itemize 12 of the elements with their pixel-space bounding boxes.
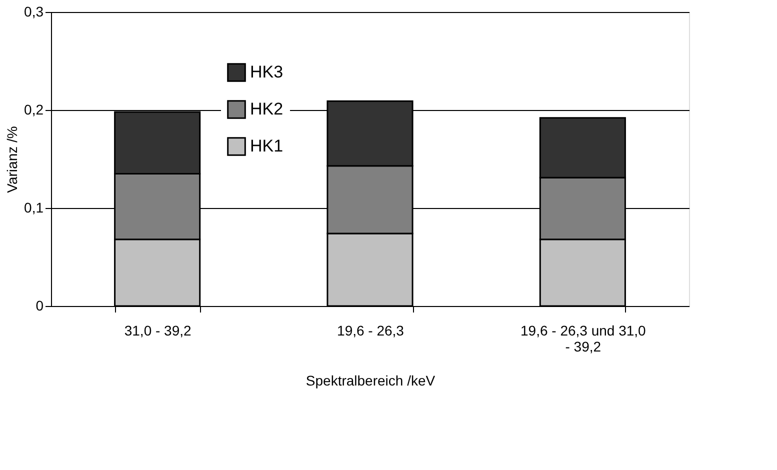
y-tick-label: 0 — [36, 298, 44, 314]
x-tick-label: 19,6 - 26,3 — [337, 322, 404, 338]
y-tick-label: 0,3 — [24, 4, 44, 20]
x-tick-label: 31,0 - 39,2 — [124, 322, 192, 338]
y-tick-label: 0,2 — [24, 102, 44, 118]
x-tick-label: 19,6 - 26,3 und 31,0 - 39,2 — [520, 322, 646, 354]
legend-label: HK2 — [250, 100, 284, 118]
y-axis-title: Varianz /% — [4, 126, 20, 193]
legend-label: HK1 — [250, 136, 284, 156]
x-axis-title: Spektralbereich /keV — [306, 372, 436, 388]
legend-label: HK3 — [250, 62, 284, 82]
y-tick-label: 0,1 — [24, 200, 44, 216]
